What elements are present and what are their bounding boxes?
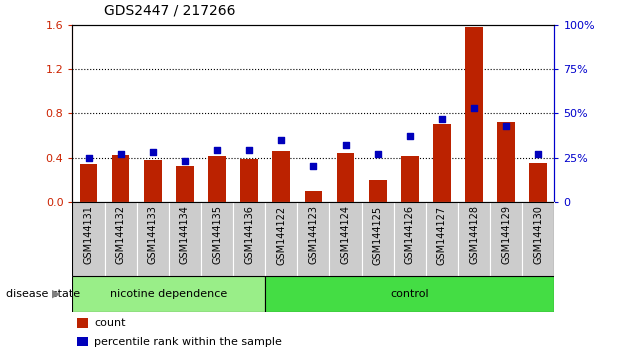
Bar — [137, 202, 169, 276]
Point — [276, 137, 286, 143]
Text: GSM144124: GSM144124 — [341, 205, 350, 264]
Bar — [529, 163, 547, 202]
Bar — [176, 166, 194, 202]
Bar — [369, 180, 387, 202]
Text: GSM144128: GSM144128 — [469, 205, 479, 264]
Bar — [272, 151, 290, 202]
Text: GDS2447 / 217266: GDS2447 / 217266 — [104, 4, 236, 18]
Point — [501, 123, 511, 129]
Bar — [433, 124, 451, 202]
Text: GSM144133: GSM144133 — [148, 205, 158, 264]
Point — [308, 164, 318, 169]
Bar — [77, 318, 88, 328]
Bar — [336, 153, 355, 202]
Bar — [169, 202, 201, 276]
Bar — [240, 159, 258, 202]
Point — [180, 158, 190, 164]
Point — [437, 116, 447, 121]
Text: GSM144135: GSM144135 — [212, 205, 222, 264]
Bar — [265, 276, 554, 312]
Text: nicotine dependence: nicotine dependence — [110, 289, 227, 299]
Point — [83, 155, 94, 160]
Bar — [329, 202, 362, 276]
Bar — [297, 202, 329, 276]
Bar — [72, 202, 105, 276]
Bar — [394, 202, 426, 276]
Bar — [401, 156, 419, 202]
Text: disease state: disease state — [6, 289, 81, 299]
Text: GSM144131: GSM144131 — [84, 205, 93, 264]
Point — [244, 148, 254, 153]
Bar — [112, 155, 130, 202]
Text: count: count — [94, 318, 125, 329]
Bar — [144, 160, 162, 202]
Text: GSM144127: GSM144127 — [437, 205, 447, 265]
Bar — [201, 202, 233, 276]
Bar — [497, 122, 515, 202]
Point — [340, 142, 350, 148]
Text: control: control — [391, 289, 429, 299]
Bar — [233, 202, 265, 276]
Text: GSM144136: GSM144136 — [244, 205, 254, 264]
Text: GSM144126: GSM144126 — [405, 205, 415, 264]
Text: GSM144130: GSM144130 — [534, 205, 543, 264]
Bar — [490, 202, 522, 276]
Text: GSM144123: GSM144123 — [309, 205, 318, 264]
Bar — [465, 27, 483, 202]
Text: GSM144134: GSM144134 — [180, 205, 190, 264]
Bar — [304, 191, 323, 202]
Text: ▶: ▶ — [52, 289, 61, 299]
Bar — [79, 164, 98, 202]
Text: percentile rank within the sample: percentile rank within the sample — [94, 337, 282, 347]
Text: GSM144132: GSM144132 — [116, 205, 125, 264]
Point — [404, 133, 415, 139]
Text: GSM144125: GSM144125 — [373, 205, 382, 265]
Bar — [72, 276, 265, 312]
Bar — [426, 202, 458, 276]
Bar — [362, 202, 394, 276]
Bar — [208, 156, 226, 202]
Point — [147, 149, 158, 155]
Text: GSM144129: GSM144129 — [501, 205, 511, 264]
Point — [533, 151, 543, 157]
Point — [212, 148, 222, 153]
Bar — [522, 202, 554, 276]
Bar — [458, 202, 490, 276]
Bar — [265, 202, 297, 276]
Point — [116, 151, 126, 157]
Bar — [77, 337, 88, 346]
Point — [372, 151, 382, 157]
Bar — [105, 202, 137, 276]
Text: GSM144122: GSM144122 — [277, 205, 286, 265]
Point — [469, 105, 479, 111]
